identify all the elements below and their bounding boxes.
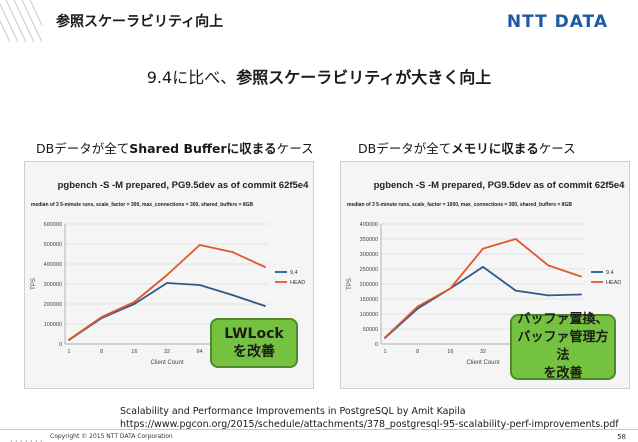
left-chart-xtick-label: 64 [197,349,203,355]
right-chart-xtick-label: 16 [447,349,453,355]
section-right-prefix: DBデータが全て [358,141,452,156]
right-chart-xtick-label: 8 [416,349,419,355]
left-chart-xtick-label: 8 [100,349,103,355]
left-chart-title: pgbench -S -M prepared, PG9.5dev as of c… [58,180,309,191]
left-chart-legend-label: HEAD [290,280,305,286]
left-chart-point-head [166,274,168,276]
left-chart-ytick-label: 200000 [44,302,62,308]
reference-title: Scalability and Performance Improvements… [120,406,466,417]
left-chart-ylabel: TPS [31,278,37,290]
callout-right-line-1: バッファ置換、 [517,312,609,327]
section-label-shared-buffer: DBデータが全てShared Bufferに収まるケース [36,138,314,157]
left-chart-point-9-4 [231,294,234,296]
reference-url[interactable]: https://www.pgcon.org/2015/schedule/atta… [120,419,619,430]
right-chart-ytick-label: 50000 [363,327,378,333]
right-chart-ytick-label: 250000 [360,267,378,273]
right-chart-xlabel: Client Count [466,360,499,366]
left-chart-ytick-label: 400000 [44,262,62,268]
headline-prefix: 9.4に比べ、 [146,68,237,87]
left-chart-point-head [198,244,201,246]
left-chart-ytick-label: 100000 [44,322,62,328]
chart-memory-svg: pgbench -S -M prepared, PG9.5dev as of c… [347,180,625,366]
right-chart-point-9-4 [580,293,582,296]
slide-title: 参照スケーラビリティ向上 [56,14,224,30]
right-chart-subtitle: median of 3 5-minute runs, scale_factor … [347,202,572,208]
left-chart-ytick-label: 600000 [44,222,62,228]
right-chart-xtick-label: 1 [383,349,386,355]
right-chart-title: pgbench -S -M prepared, PG9.5dev as of c… [374,180,625,191]
right-chart-legend-label: 9.4 [606,270,614,276]
right-chart-point-head [580,275,582,278]
right-chart-ytick-label: 100000 [360,312,378,318]
right-chart-point-head [384,336,386,339]
chart-shared-buffer-svg: pgbench -S -M prepared, PG9.5dev as of c… [31,180,309,366]
section-left-prefix: DBデータが全て [36,141,130,156]
right-chart-ytick-label: 300000 [360,252,378,258]
callout-left-line-2: を改善 [233,344,275,360]
ntt-data-logo: NTT DATA [506,12,608,32]
left-chart-point-head [231,251,234,253]
right-chart-point-head [416,305,419,308]
right-chart-legend-label: HEAD [606,280,621,286]
left-chart-ytick-label: 0 [59,342,62,348]
right-chart-point-head [547,264,550,267]
section-left-suffix: ケース [276,141,314,156]
right-chart-point-9-4 [514,289,517,292]
section-label-memory: DBデータが全てメモリに収まるケース [358,138,576,157]
left-chart-subtitle: median of 3 5-minute runs, scale_factor … [31,202,254,208]
right-chart-point-head [449,287,452,290]
left-chart-point-9-4 [166,282,168,284]
left-chart-point-head [68,338,70,341]
headline-emphasis: 参照スケーラビリティが大きく向上 [236,68,492,87]
left-chart-point-9-4 [133,303,136,305]
left-chart-ytick-label: 300000 [44,282,62,288]
right-chart-ytick-label: 0 [375,342,378,348]
copyright: Copyright © 2015 NTT DATA Corporation [50,433,173,440]
right-chart-ytick-label: 150000 [360,297,378,303]
callout-lwlock: LWLock を改善 [210,318,298,368]
left-chart-ytick-label: 500000 [44,242,62,248]
left-chart-xtick-label: 1 [67,349,70,355]
right-chart-point-9-4 [482,266,484,268]
right-chart-point-head [514,238,517,240]
header-decoration [0,0,42,42]
reference: Scalability and Performance Improvements… [120,405,619,431]
right-chart-ytick-label: 200000 [360,282,378,288]
chart-memory: pgbench -S -M prepared, PG9.5dev as of c… [340,161,630,389]
callout-right-line-3: を改善 [543,366,583,381]
right-chart-ylabel: TPS [347,278,353,290]
left-chart-legend-label: 9.4 [290,270,298,276]
section-right-suffix: ケース [538,141,576,156]
left-chart-point-9-4 [198,284,201,286]
headline: 9.4に比べ、参照スケーラビリティが大きく向上 [0,64,638,88]
left-chart-xlabel: Client Count [150,360,183,366]
footer-divider [0,429,638,430]
footer-decoration [8,433,44,442]
left-chart-point-9-4 [264,305,266,307]
section-right-emphasis: メモリに収まる [451,141,539,156]
left-chart-point-head [133,301,136,303]
right-chart-point-9-4 [547,294,550,297]
right-chart-ytick-label: 350000 [360,237,378,243]
right-chart-xtick-label: 32 [480,349,486,355]
callout-buffer-management: バッファ置換、 バッファ管理方法 を改善 [510,312,616,381]
left-chart-point-head [100,316,103,318]
callout-right-line-2: バッファ管理方法 [517,330,609,363]
callout-left-line-1: LWLock [224,326,284,342]
left-chart-xtick-label: 16 [131,349,137,355]
right-chart-ytick-label: 400000 [360,222,378,228]
section-left-emphasis: Shared Bufferに収まる [129,141,277,156]
page-number: 58 [617,433,626,441]
header-bar: 参照スケーラビリティ向上 NTT DATA [0,0,638,42]
right-chart-point-head [482,247,484,250]
left-chart-point-head [264,266,266,268]
left-chart-xtick-label: 32 [164,349,170,355]
